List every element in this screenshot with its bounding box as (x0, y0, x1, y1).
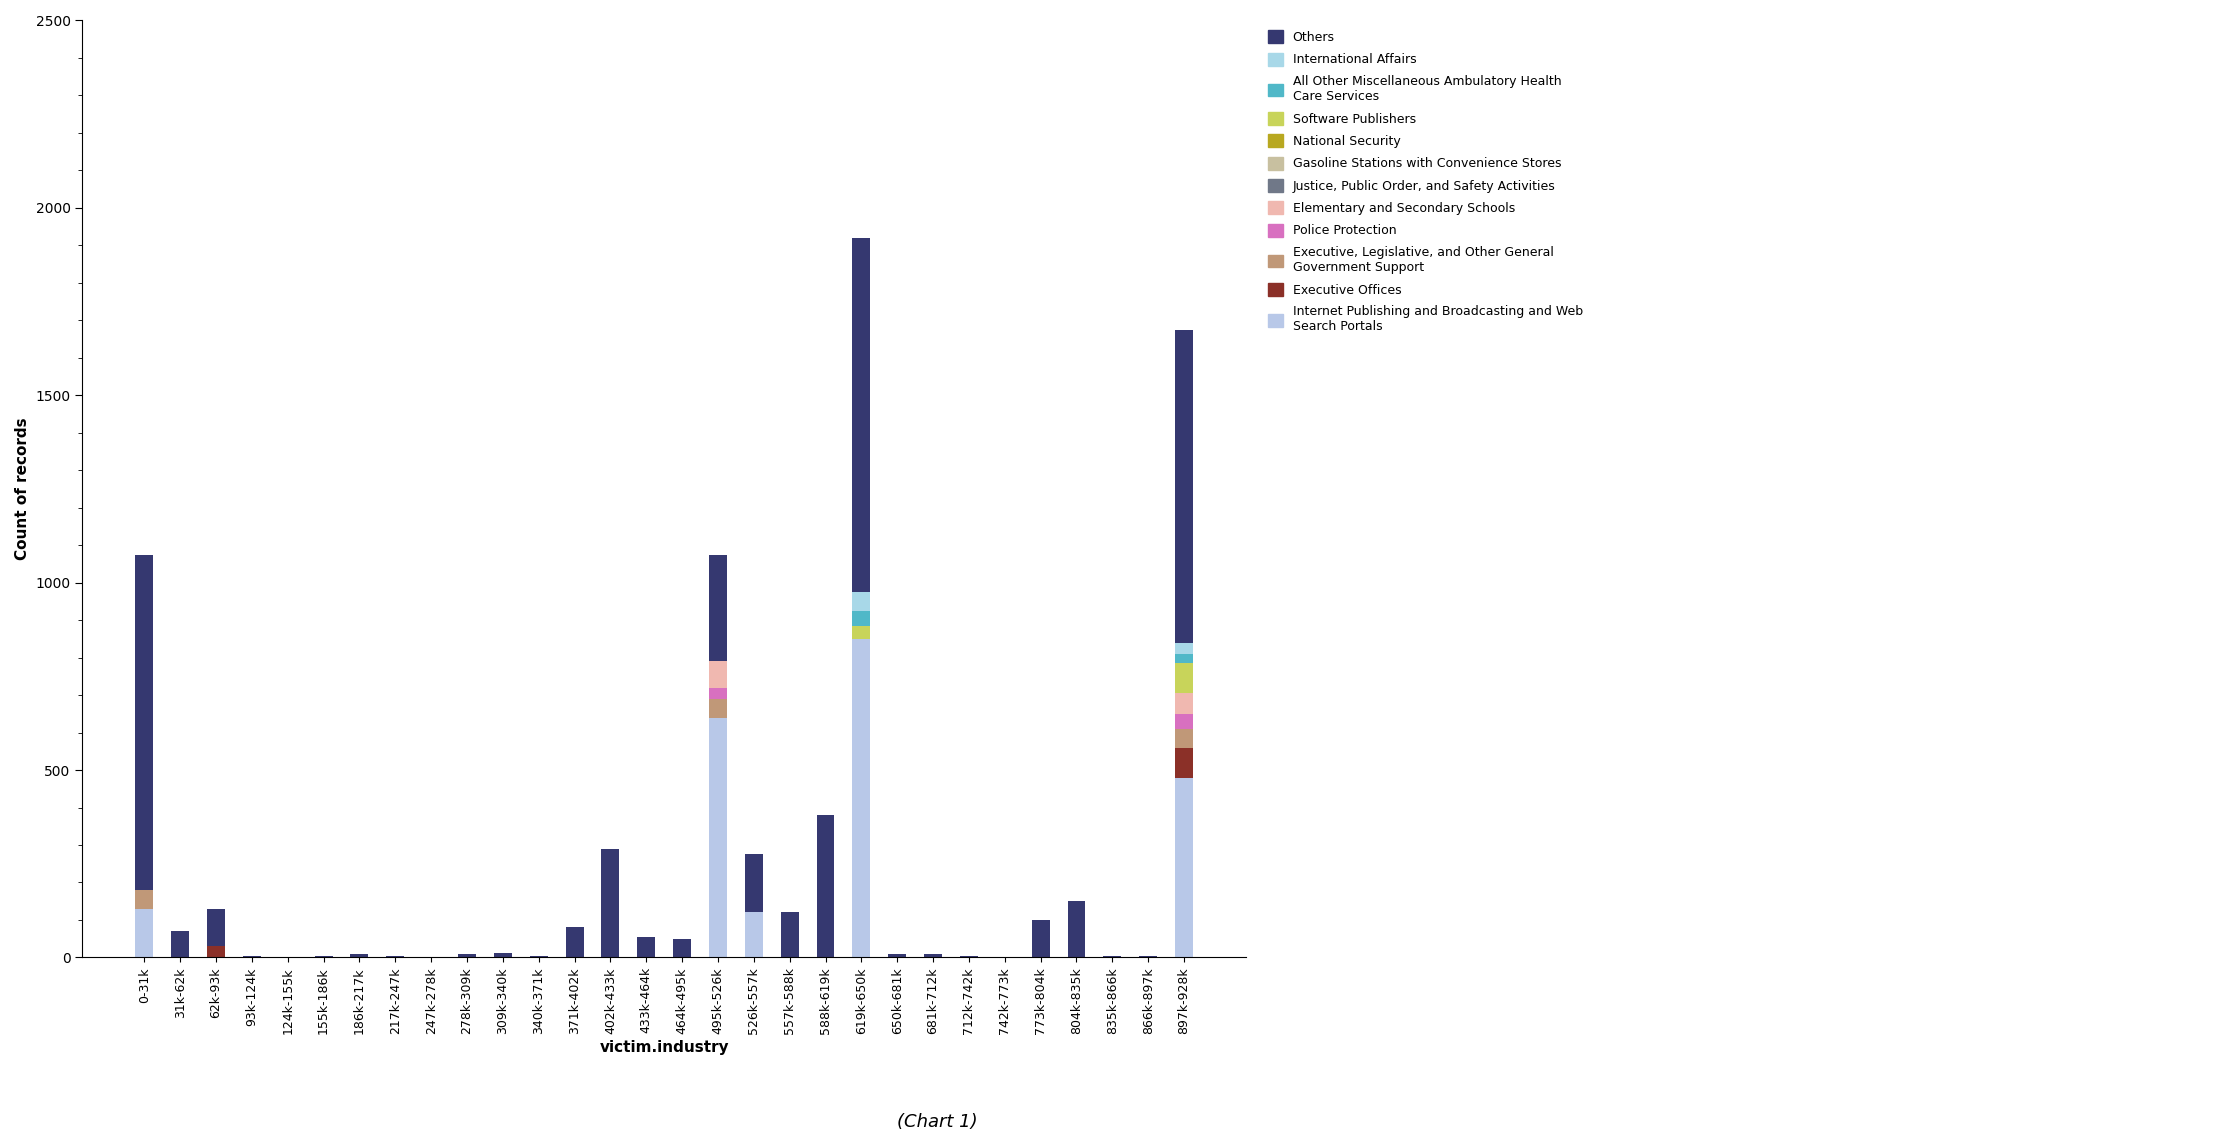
Bar (745, 855, 763, 913)
Legend: Others, International Affairs, All Other Miscellaneous Ambulatory Health
Care Se: Others, International Affairs, All Other… (1263, 27, 1587, 337)
Bar (172, 931, 190, 957)
Bar (1174, 777, 1192, 957)
Bar (745, 913, 763, 957)
Bar (1031, 920, 1049, 957)
Bar (208, 909, 225, 946)
Bar (638, 937, 656, 957)
Bar (493, 953, 511, 957)
Bar (208, 946, 225, 957)
Bar (1103, 956, 1120, 957)
Bar (136, 909, 154, 957)
Bar (565, 927, 583, 957)
Text: (Chart 1): (Chart 1) (897, 1113, 978, 1131)
Bar (136, 890, 154, 909)
Bar (458, 955, 475, 957)
Bar (600, 849, 618, 957)
Bar (386, 956, 404, 957)
Bar (710, 554, 728, 661)
Bar (960, 956, 978, 957)
Bar (136, 554, 154, 890)
Bar (674, 939, 692, 957)
Bar (1174, 693, 1192, 714)
Bar (853, 626, 870, 638)
Bar (1174, 728, 1192, 748)
Bar (1174, 330, 1192, 643)
Bar (853, 238, 870, 592)
Bar (1174, 748, 1192, 777)
Bar (243, 956, 261, 957)
Bar (817, 815, 835, 957)
Bar (1067, 901, 1085, 957)
Bar (1174, 714, 1192, 728)
Bar (1174, 654, 1192, 663)
Bar (1174, 643, 1192, 654)
Bar (1174, 663, 1192, 693)
Bar (853, 638, 870, 957)
Bar (781, 913, 799, 957)
Bar (853, 592, 870, 611)
Bar (710, 718, 728, 957)
Bar (924, 955, 942, 957)
Bar (853, 611, 870, 626)
Bar (710, 699, 728, 718)
Y-axis label: Count of records: Count of records (16, 418, 29, 560)
Bar (710, 687, 728, 699)
Bar (888, 954, 906, 957)
Bar (1138, 956, 1156, 957)
Bar (350, 955, 368, 957)
Bar (710, 661, 728, 687)
X-axis label: victim.industry: victim.industry (600, 1040, 730, 1055)
